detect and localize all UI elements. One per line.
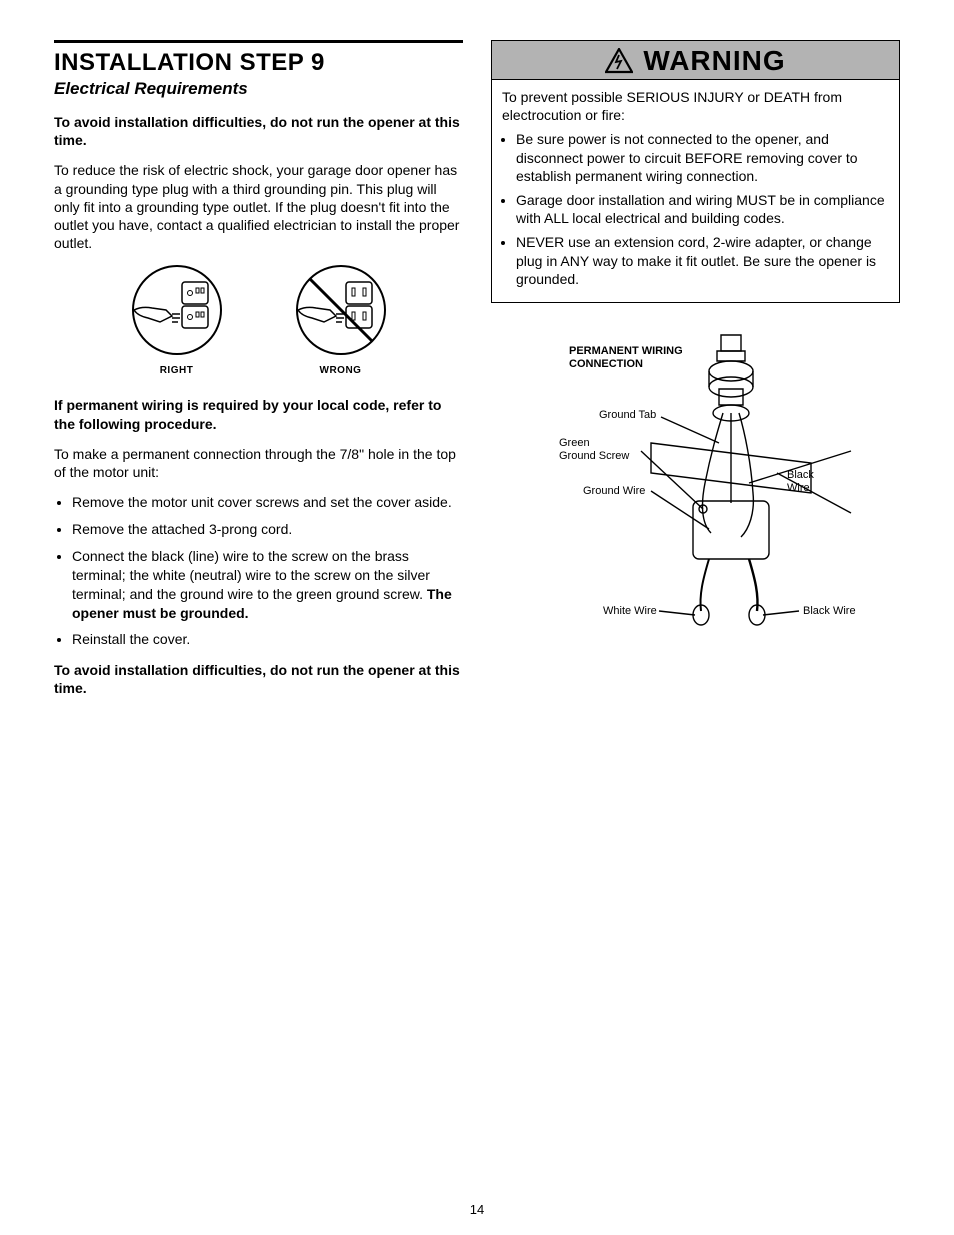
right-column: WARNING To prevent possible SERIOUS INJU…	[491, 40, 900, 710]
warning-header: WARNING	[491, 40, 900, 80]
permwiring-heading: If permanent wiring is required by your …	[54, 396, 463, 432]
avoid-note-1: To avoid installation difficulties, do n…	[54, 113, 463, 149]
step-subtitle: Electrical Requirements	[54, 79, 463, 99]
plug-right: RIGHT	[122, 264, 232, 376]
list-item: Be sure power is not connected to the op…	[516, 130, 889, 185]
label-black-wire-lower: Black Wire	[803, 605, 856, 618]
label-white-wire: White Wire	[603, 605, 657, 618]
permwiring-intro: To make a permanent connection through t…	[54, 445, 463, 481]
list-item: NEVER use an extension cord, 2-wire adap…	[516, 233, 889, 288]
list-item-text: Connect the black (line) wire to the scr…	[72, 548, 430, 602]
procedure-list: Remove the motor unit cover screws and s…	[54, 493, 463, 649]
plug-diagram-row: RIGHT	[54, 264, 463, 376]
list-item: Connect the black (line) wire to the scr…	[72, 547, 463, 623]
label-ground-wire: Ground Wire	[583, 485, 645, 498]
step-title: Installation Step 9	[54, 49, 463, 77]
list-item: Reinstall the cover.	[72, 630, 463, 649]
grounding-paragraph: To reduce the risk of electric shock, yo…	[54, 161, 463, 252]
warning-list: Be sure power is not connected to the op…	[502, 130, 889, 288]
plug-wrong: WRONG	[286, 264, 396, 376]
plug-right-icon	[122, 264, 232, 356]
plug-wrong-icon	[286, 264, 396, 356]
two-column-layout: Installation Step 9 Electrical Requireme…	[54, 40, 900, 710]
wiring-diagram: PERMANENT WIRING CONNECTION Ground Tab G…	[491, 333, 900, 663]
page-number: 14	[0, 1202, 954, 1217]
page: Installation Step 9 Electrical Requireme…	[0, 0, 954, 1235]
plug-wrong-label: WRONG	[286, 365, 396, 376]
left-column: Installation Step 9 Electrical Requireme…	[54, 40, 463, 710]
plug-right-label: RIGHT	[122, 365, 232, 376]
diagram-title: PERMANENT WIRING CONNECTION	[569, 345, 709, 370]
warning-title: WARNING	[643, 45, 785, 77]
list-item: Remove the motor unit cover screws and s…	[72, 493, 463, 512]
title-rule	[54, 40, 463, 43]
label-ground-tab: Ground Tab	[599, 409, 656, 422]
warning-triangle-icon	[605, 48, 633, 74]
label-green-ground-screw: Green Ground Screw	[559, 437, 629, 462]
list-item: Remove the attached 3-prong cord.	[72, 520, 463, 539]
list-item: Garage door installation and wiring MUST…	[516, 191, 889, 227]
label-black-wire-upper: Black Wire	[787, 469, 814, 494]
avoid-note-2: To avoid installation difficulties, do n…	[54, 661, 463, 697]
warning-box: To prevent possible SERIOUS INJURY or DE…	[491, 80, 900, 303]
warning-intro: To prevent possible SERIOUS INJURY or DE…	[502, 88, 889, 124]
